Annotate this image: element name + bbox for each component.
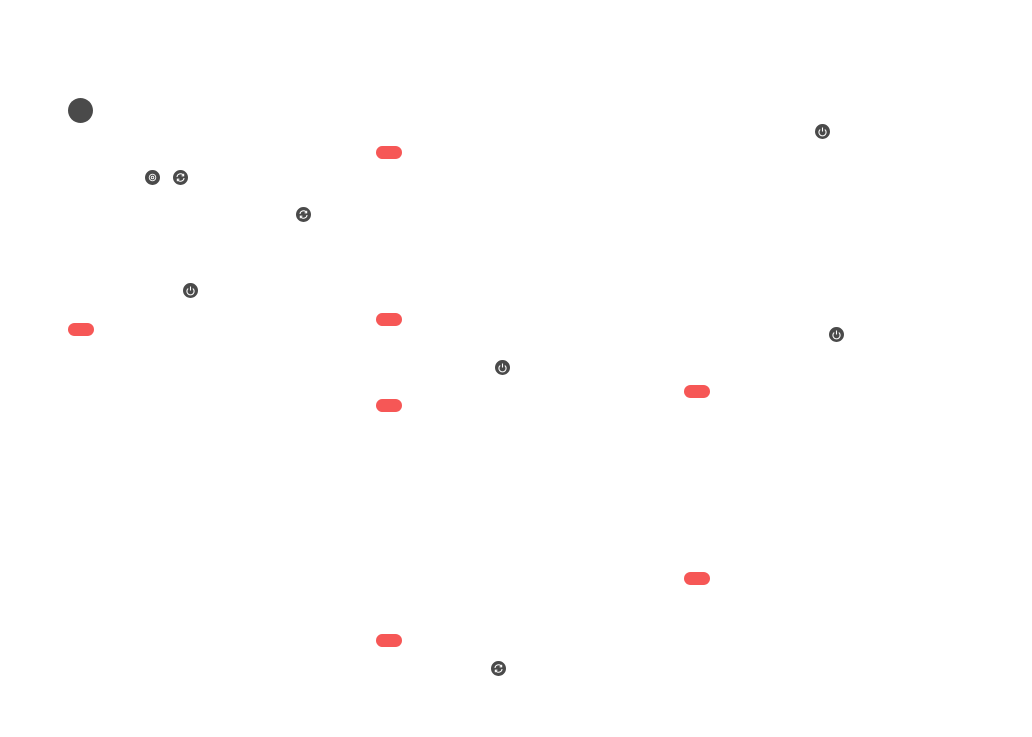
red-badge bbox=[684, 385, 710, 398]
settings-icon bbox=[145, 170, 160, 185]
sync-icon bbox=[173, 170, 188, 185]
red-badge bbox=[376, 313, 402, 326]
red-badge bbox=[376, 146, 402, 159]
red-badge bbox=[376, 634, 402, 647]
power-icon bbox=[829, 327, 844, 342]
section-number-circle bbox=[68, 98, 93, 123]
red-badge bbox=[376, 399, 402, 412]
power-icon bbox=[495, 360, 510, 375]
power-icon bbox=[183, 283, 198, 298]
red-badge bbox=[684, 572, 710, 585]
sync-icon bbox=[296, 207, 311, 222]
sync-icon bbox=[491, 661, 506, 676]
red-badge bbox=[68, 323, 94, 336]
power-icon bbox=[815, 124, 830, 139]
